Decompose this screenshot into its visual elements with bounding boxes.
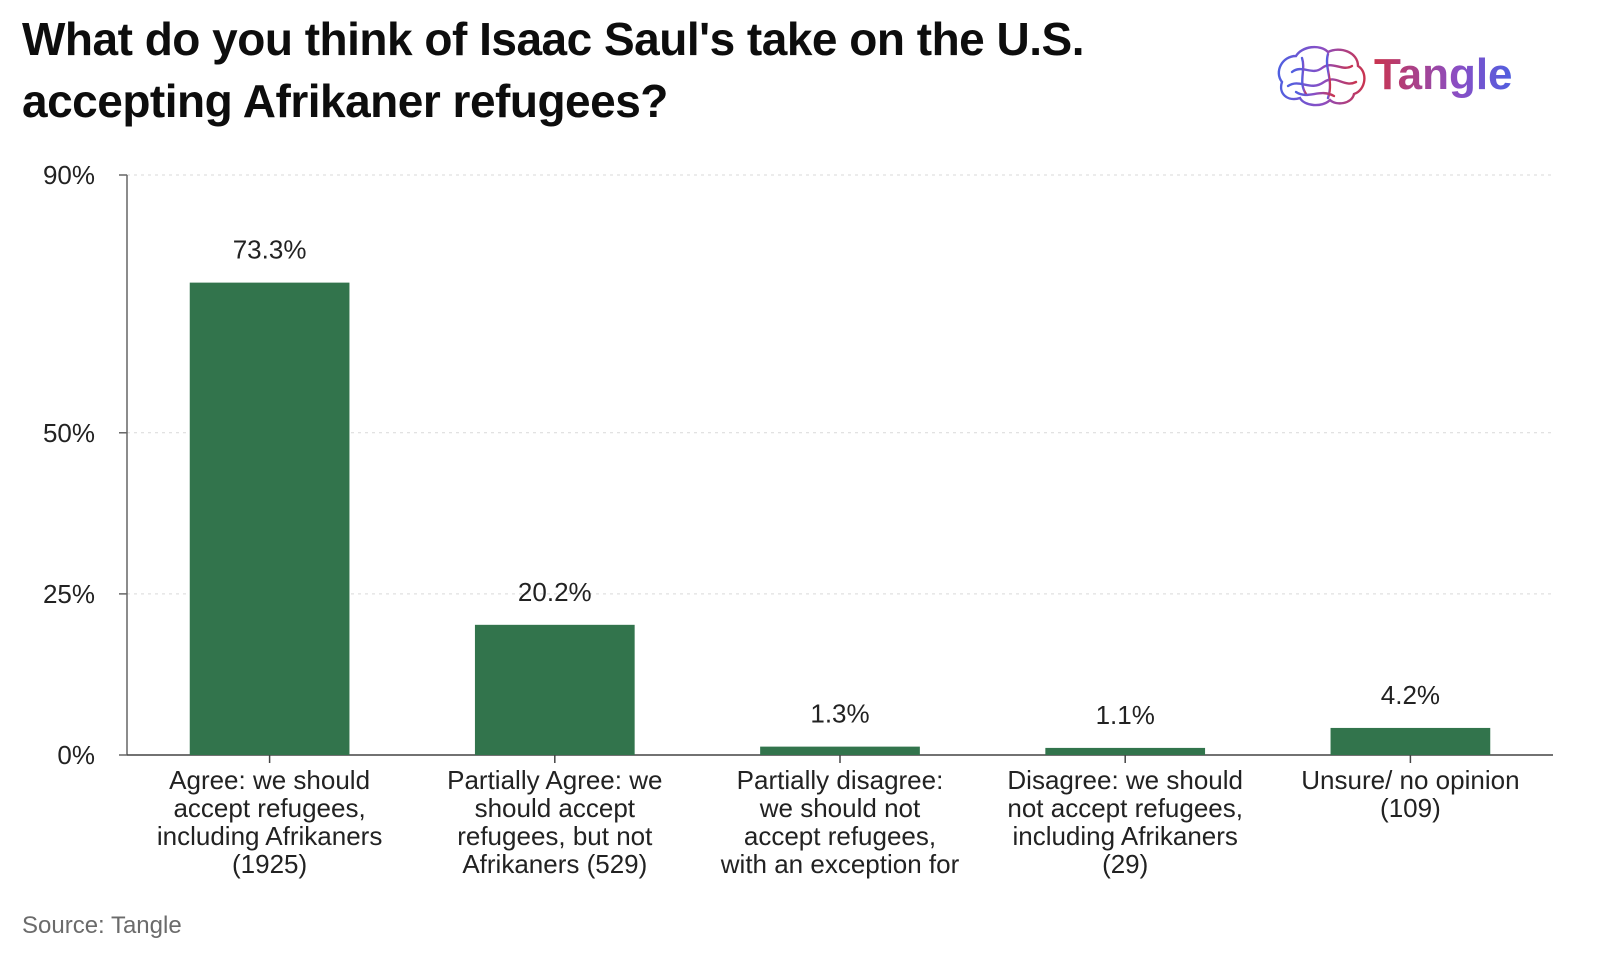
- brain-icon: [1277, 45, 1366, 107]
- source-note: Source: Tangle: [22, 912, 182, 939]
- x-tick-label: Agree: we should accept refugees, includin…: [157, 765, 382, 879]
- y-tick-label: 25%: [43, 579, 95, 609]
- y-axis-ticks: 0% 25% 50% 90%: [43, 160, 127, 770]
- chart-title: What do you think of Isaac Saul's take o…: [22, 13, 1085, 127]
- x-axis-labels: Agree: we should accept refugees, includin…: [157, 755, 1520, 879]
- tangle-logo: Tangle: [1272, 42, 1532, 112]
- bar: [189, 282, 350, 755]
- x-tick-label: Unsure/ no opinion (109): [1301, 765, 1519, 823]
- bar: [1045, 747, 1206, 755]
- value-label: 1.1%: [1096, 700, 1155, 730]
- x-tick-label: Partially Agree: we should accept refugees…: [447, 765, 662, 879]
- value-label: 20.2%: [518, 577, 592, 607]
- y-tick-label: 90%: [43, 160, 95, 190]
- brand-name: Tangle: [1374, 48, 1513, 102]
- x-tick-label: Partially disagree: we should not accept r…: [720, 765, 960, 879]
- bar-chart: 0% 25% 50% 90% 73.3% 20.2% 1.3% 1.1% 4.2% Agree…: [43, 160, 1553, 879]
- value-label: 1.3%: [810, 699, 869, 729]
- y-tick-label: 0%: [57, 740, 95, 770]
- bar: [760, 746, 920, 755]
- bar: [1330, 727, 1491, 755]
- x-tick-label: Disagree: we should not accept refugees, i…: [1007, 765, 1243, 879]
- y-tick-label: 50%: [43, 418, 95, 448]
- value-label: 4.2%: [1381, 680, 1440, 710]
- value-label: 73.3%: [233, 235, 307, 265]
- bars: [189, 282, 1491, 755]
- bar: [474, 624, 635, 755]
- value-labels: 73.3% 20.2% 1.3% 1.1% 4.2%: [233, 235, 1440, 730]
